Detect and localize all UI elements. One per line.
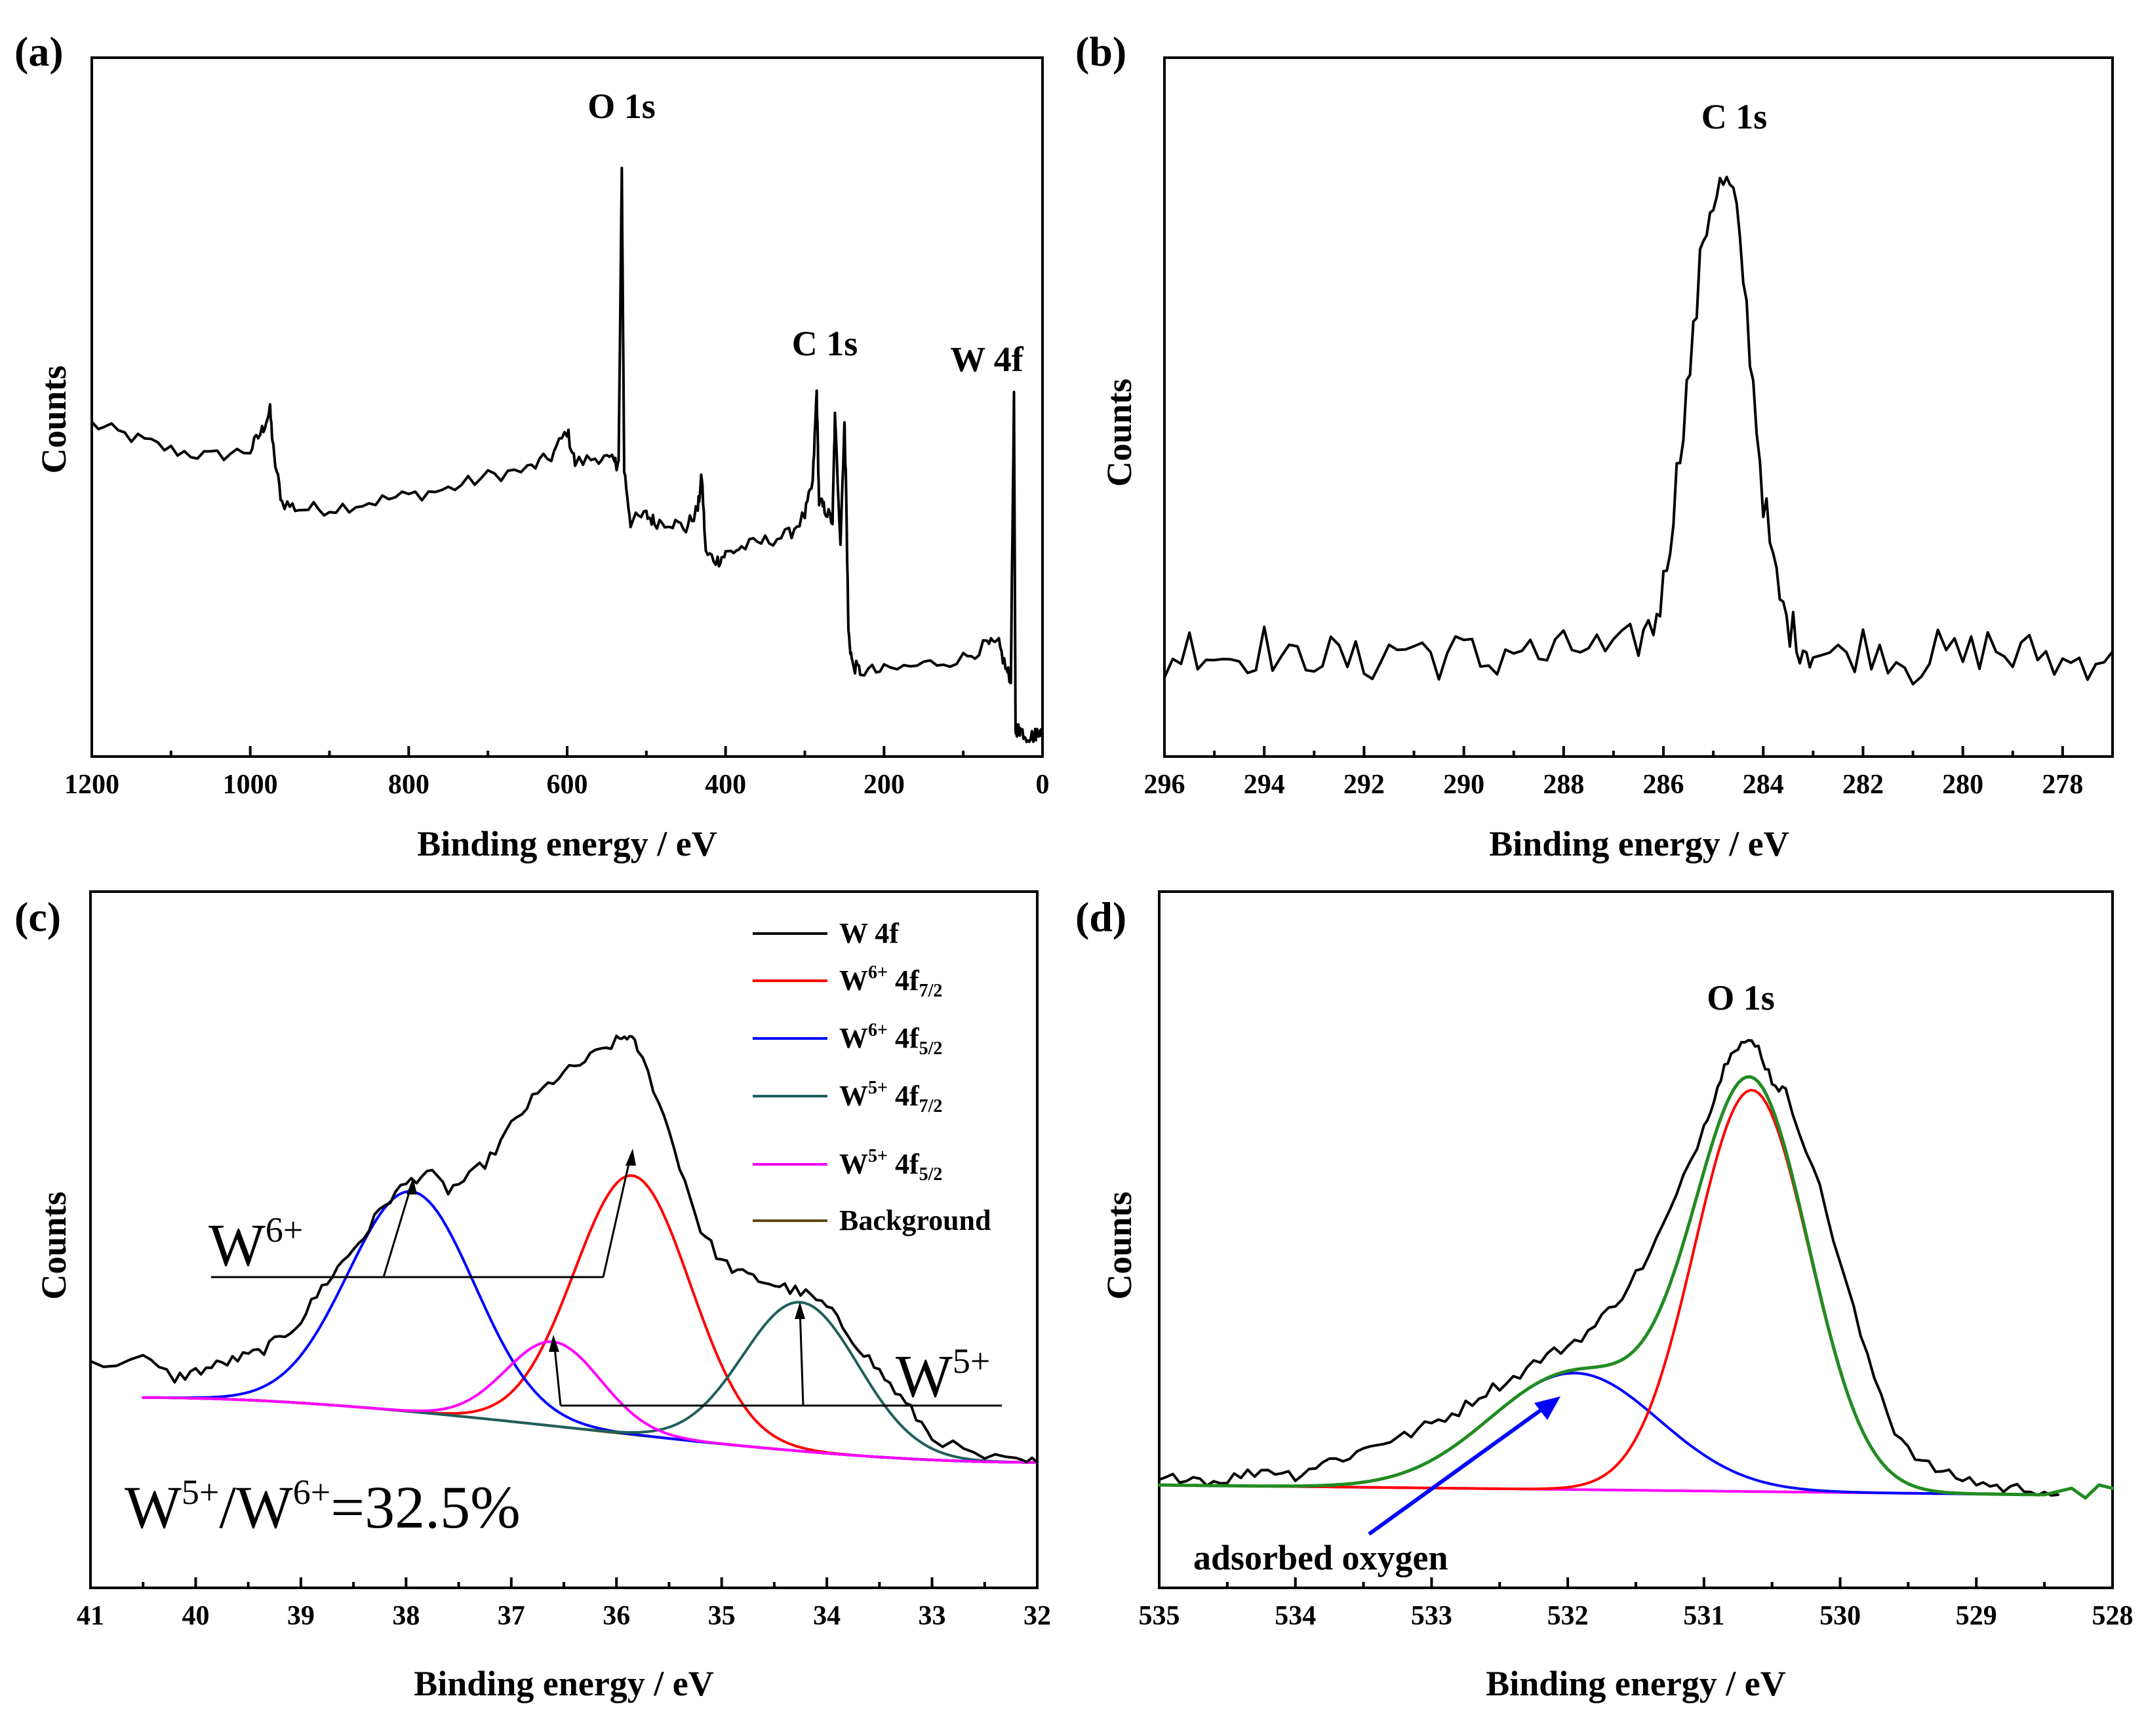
panel-a: (a) 1200 1000 800 600 400 200 0 O 1s C 1s W 4f… <box>14 28 1050 863</box>
panel-c-legend: W 4f W6+ 4f7/2 W6+ 4f5/2 W5+ 4f7/2 W5+ 4… <box>753 917 991 1236</box>
legend-label-w6-4f52: W6+ 4f5/2 <box>839 1020 942 1059</box>
panel-b-label: (b) <box>1075 28 1126 75</box>
panel-a-label: (a) <box>14 28 64 75</box>
x-tick-label: 280 <box>1942 770 1983 800</box>
panel-c-w5-arrowhead-right <box>795 1302 805 1319</box>
x-tick-label: 530 <box>1819 1601 1861 1631</box>
legend-label-w5-4f72: W5+ 4f7/2 <box>839 1078 942 1116</box>
x-tick-label: 400 <box>705 770 746 800</box>
panel-b-peak-label-c1s: C 1s <box>1701 97 1768 136</box>
panel-d-adsorbed-arrow <box>1368 1406 1545 1536</box>
panel-d-o1s-measured <box>1158 1038 2059 1497</box>
x-tick-label: 534 <box>1275 1601 1316 1631</box>
panel-c-x-axis-label: Binding energy / eV <box>414 1664 714 1703</box>
x-tick-label: 41 <box>77 1601 104 1631</box>
x-tick-label: 296 <box>1144 770 1185 800</box>
panel-c: (c) 41 40 39 38 37 36 35 34 33 32 W6+ W5+ W5+/W6+… <box>14 890 1051 1703</box>
panel-c-w6-label: W6+ <box>208 1210 303 1278</box>
panel-c-w5-arrowhead-left <box>549 1335 559 1352</box>
x-tick-label: 535 <box>1139 1601 1180 1631</box>
panel-d-adsorbed-arrowhead <box>1534 1396 1560 1420</box>
legend-label-background: Background <box>839 1204 991 1236</box>
x-tick-label: 1200 <box>64 770 119 800</box>
panel-c-label: (c) <box>14 894 61 940</box>
x-tick-label: 286 <box>1643 770 1684 800</box>
x-tick-label: 531 <box>1683 1601 1724 1631</box>
x-tick-label: 35 <box>708 1601 736 1631</box>
legend-label-w4f: W 4f <box>839 917 900 949</box>
panel-d-label: (d) <box>1075 894 1126 940</box>
panel-c-w5-4f52-fit <box>142 1340 1039 1464</box>
x-tick-label: 33 <box>919 1601 946 1631</box>
panel-b-x-axis-label: Binding energy / eV <box>1489 824 1789 863</box>
x-tick-label: 37 <box>498 1601 525 1631</box>
x-tick-label: 1000 <box>223 770 278 800</box>
x-tick-label: 39 <box>287 1601 315 1631</box>
x-tick-label: 800 <box>388 770 429 800</box>
panel-c-w6-arrowhead-right <box>625 1149 636 1166</box>
panel-d-x-ticks: 535 534 533 532 531 530 529 528 <box>1139 1577 2134 1631</box>
x-tick-label: 40 <box>182 1601 209 1631</box>
x-tick-label: 200 <box>864 770 905 800</box>
panel-a-survey-spectrum <box>90 167 1044 743</box>
panel-a-peak-label-o1s: O 1s <box>587 87 656 126</box>
panel-d-x-axis-label: Binding energy / eV <box>1486 1664 1786 1703</box>
x-tick-label: 532 <box>1547 1601 1589 1631</box>
x-tick-label: 290 <box>1443 770 1484 800</box>
panel-a-y-axis-label: Counts <box>34 365 73 473</box>
panel-b-c1s-spectrum <box>1163 176 2114 686</box>
panel-a-peak-label-w4f: W 4f <box>950 340 1024 379</box>
x-tick-label: 288 <box>1543 770 1584 800</box>
panel-d-y-axis-label: Counts <box>1100 1191 1139 1299</box>
panel-c-w6-arrow-left <box>382 1183 413 1278</box>
panel-a-x-ticks: 1200 1000 800 600 400 200 0 <box>64 746 1050 800</box>
panel-c-x-ticks: 41 40 39 38 37 36 35 34 33 32 <box>77 1577 1051 1631</box>
panel-d-peak-label-o1s: O 1s <box>1707 978 1775 1017</box>
panel-a-x-axis-label: Binding energy / eV <box>417 824 717 863</box>
x-tick-label: 529 <box>1956 1601 1997 1631</box>
panel-c-ratio-annotation: W5+/W6+=32.5% <box>125 1472 521 1541</box>
panel-c-y-axis-label: Counts <box>34 1191 73 1299</box>
x-tick-label: 284 <box>1743 770 1784 800</box>
panel-c-w6-arrowhead-left <box>407 1177 417 1194</box>
panel-b-frame <box>1163 56 2114 758</box>
panel-c-w6-arrow-right <box>602 1154 632 1278</box>
panel-c-w5-arrow-left <box>553 1341 562 1406</box>
panel-c-w5-arrow-right <box>799 1308 804 1406</box>
panel-b: (b) 296 294 292 290 288 286 284 282 280 278 C 1s … <box>1075 28 2114 863</box>
panel-b-y-axis-label: Counts <box>1100 378 1139 486</box>
x-tick-label: 292 <box>1343 770 1385 800</box>
x-tick-label: 36 <box>603 1601 630 1631</box>
panel-d-envelope-fit <box>1157 1075 2114 1500</box>
x-tick-label: 528 <box>2092 1601 2134 1631</box>
x-tick-label: 294 <box>1244 770 1285 800</box>
x-tick-label: 0 <box>1036 770 1050 800</box>
panel-d: (d) 535 534 533 532 531 530 529 528 O 1s adsorb… <box>1075 890 2134 1703</box>
legend-label-w6-4f72: W6+ 4f7/2 <box>839 962 942 1001</box>
x-tick-label: 533 <box>1411 1601 1452 1631</box>
legend-label-w5-4f52: W5+ 4f5/2 <box>839 1146 942 1185</box>
panel-a-peak-label-c1s: C 1s <box>792 324 858 363</box>
x-tick-label: 34 <box>813 1601 841 1631</box>
x-tick-label: 38 <box>392 1601 420 1631</box>
x-tick-label: 600 <box>547 770 588 800</box>
x-tick-label: 278 <box>2042 770 2083 800</box>
x-tick-label: 32 <box>1023 1601 1051 1631</box>
panel-b-x-ticks: 296 294 292 290 288 286 284 282 280 278 <box>1144 746 2083 800</box>
panel-c-w4f-measured <box>89 1035 1039 1464</box>
panel-c-w5-label: W5+ <box>896 1341 990 1410</box>
x-tick-label: 282 <box>1842 770 1884 800</box>
panel-d-adsorbed-oxygen-label: adsorbed oxygen <box>1193 1538 1448 1577</box>
